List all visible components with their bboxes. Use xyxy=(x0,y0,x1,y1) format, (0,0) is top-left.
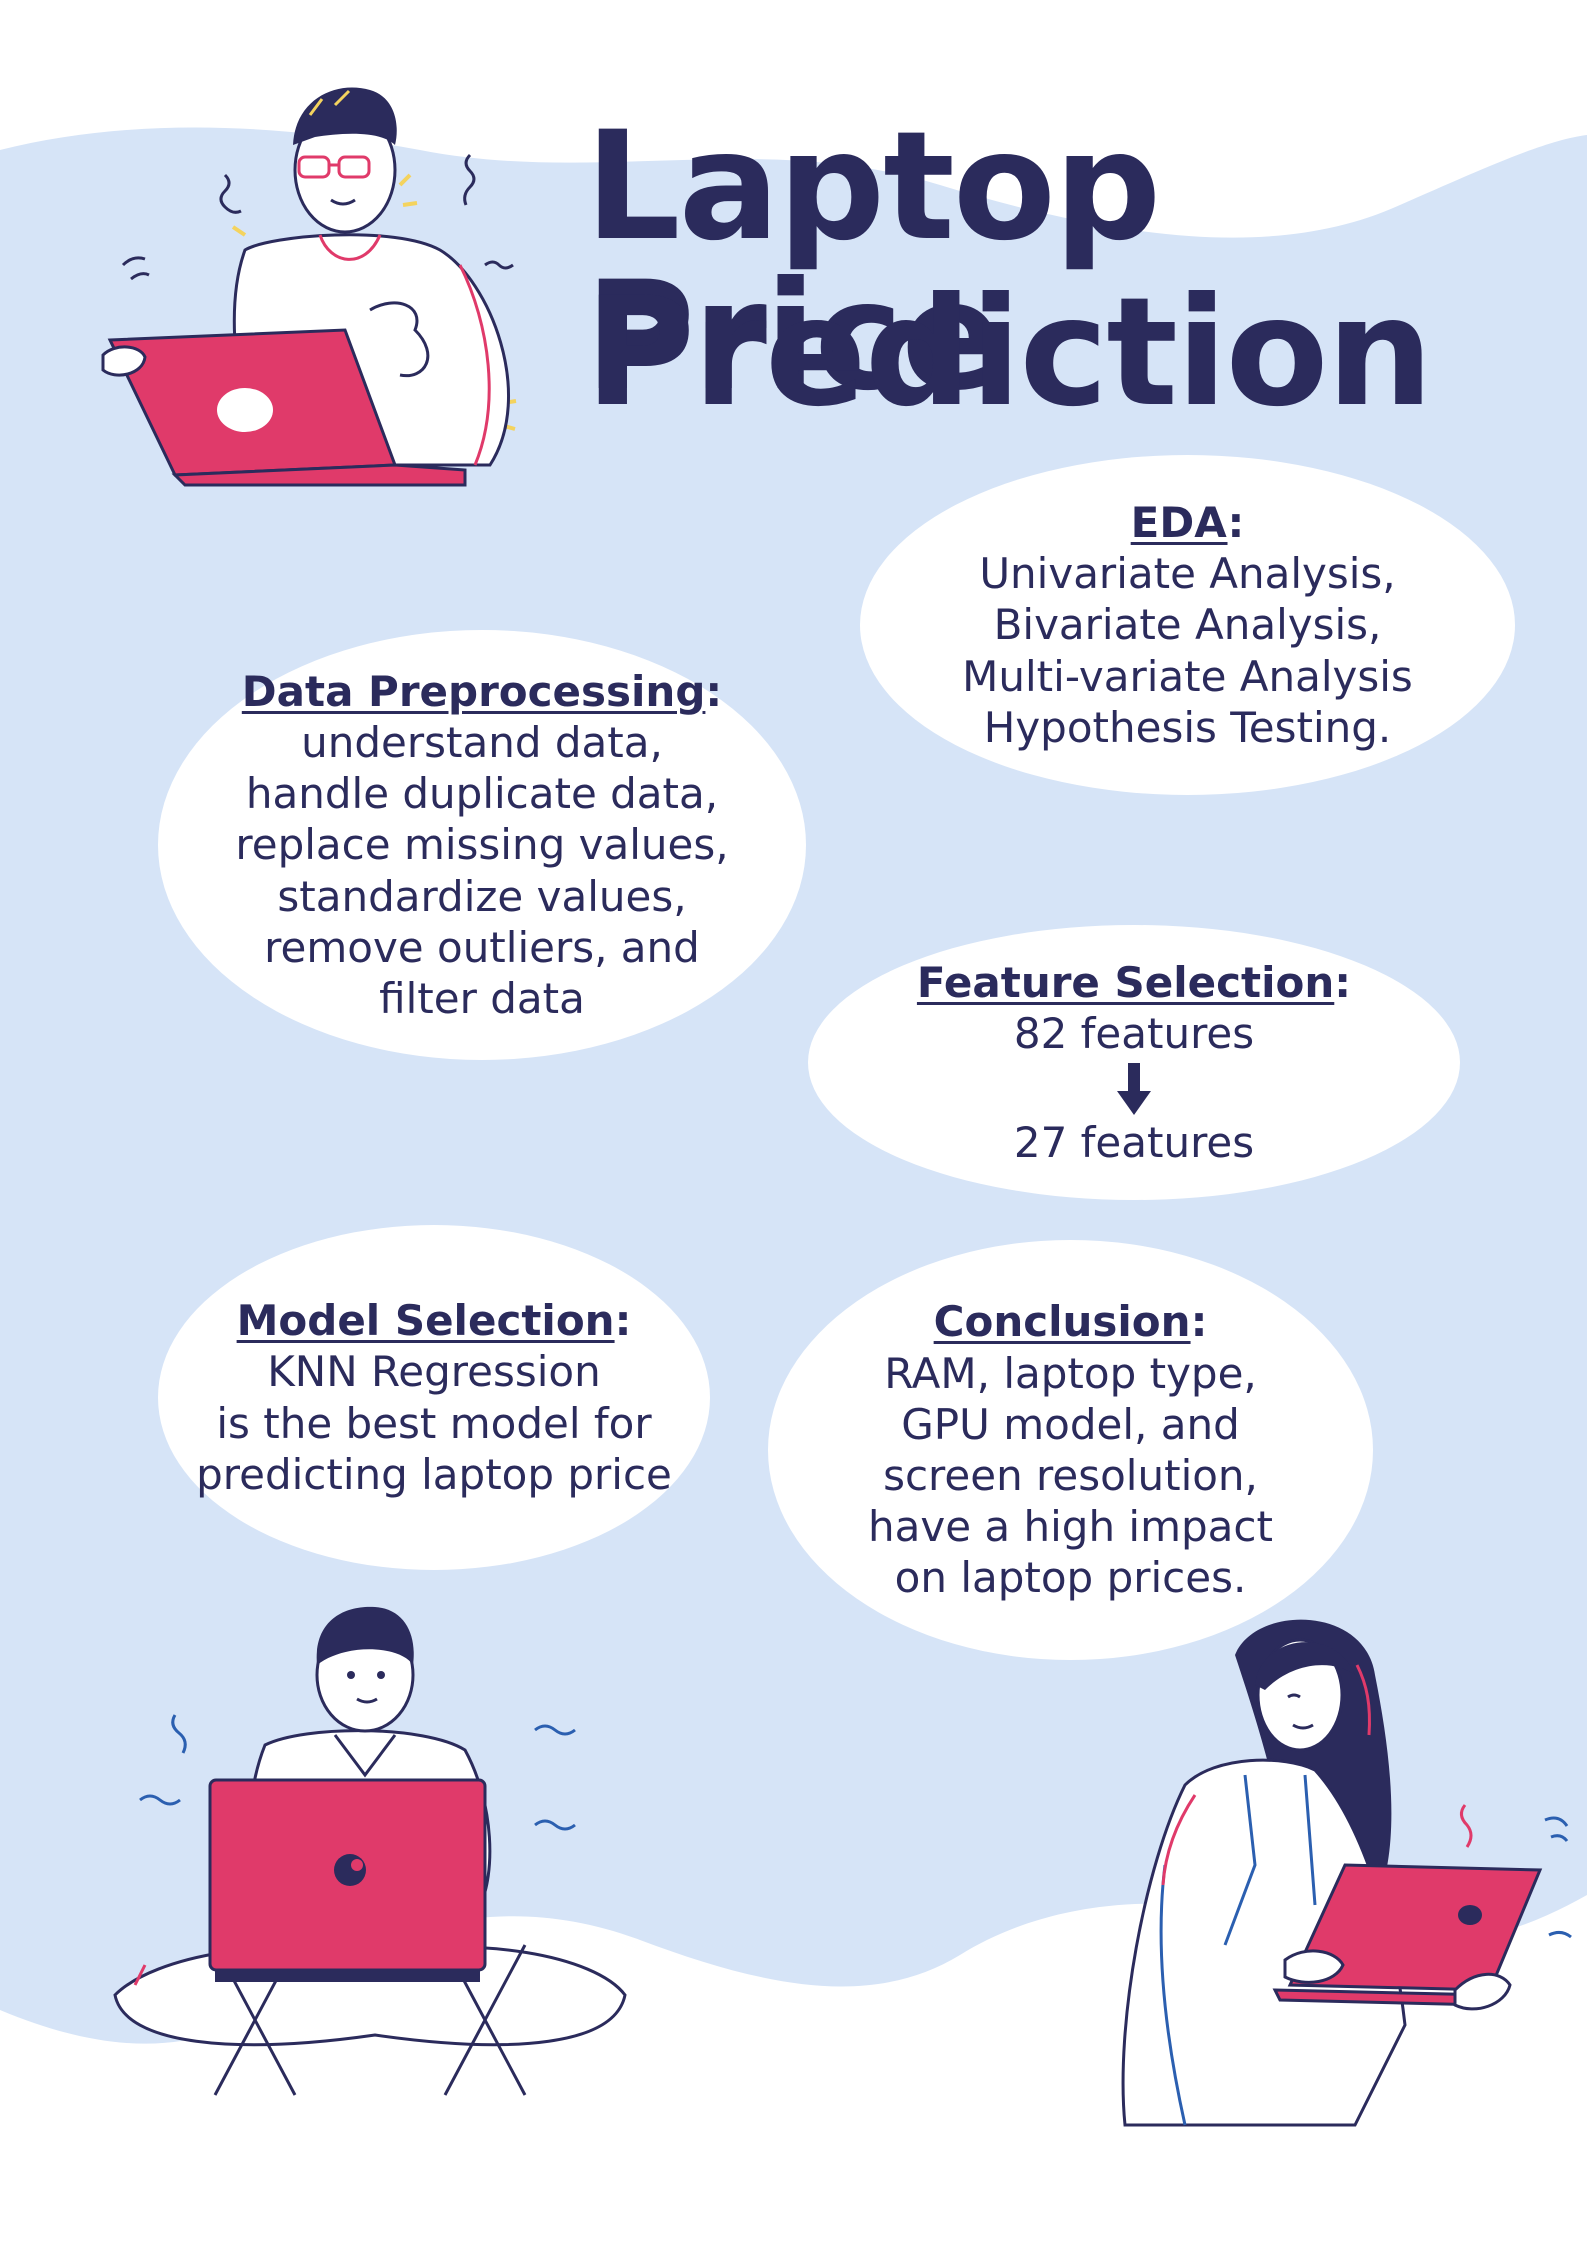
man-sitting-laptop-illustration xyxy=(113,1606,627,2096)
preprocessing-line: standardize values, xyxy=(277,871,687,921)
preprocessing-heading: Data Preprocessing: xyxy=(241,666,723,716)
features-after: 27 features xyxy=(1013,1118,1255,1168)
preprocessing-line: handle duplicate data, xyxy=(245,769,719,819)
conclusion-line: GPU model, and xyxy=(901,1399,1240,1449)
eda-heading: EDA: xyxy=(1130,497,1245,547)
woman-holding-laptop-illustration xyxy=(1121,1619,1572,2127)
preprocessing-bubble: Data Preprocessing: understand data, han… xyxy=(158,630,806,1060)
model-selection-line: predicting laptop price xyxy=(196,1449,672,1499)
model-selection-heading: Model Selection: xyxy=(236,1296,632,1346)
page-title-line-2: Prediction xyxy=(585,266,1433,440)
features-before: 82 features xyxy=(1013,1008,1255,1058)
preprocessing-line: understand data, xyxy=(301,717,663,767)
feature-selection-heading: Feature Selection: xyxy=(916,957,1352,1007)
conclusion-line: have a high impact xyxy=(868,1502,1273,1552)
preprocessing-line: replace missing values, xyxy=(235,820,729,870)
page-title-line-1: Laptop Price xyxy=(585,100,1161,424)
model-selection-line: KNN Regression xyxy=(267,1347,601,1397)
model-selection-line: is the best model for xyxy=(216,1398,652,1448)
eda-line: Bivariate Analysis, xyxy=(993,600,1382,650)
eda-line: Hypothesis Testing. xyxy=(983,702,1392,752)
arrow-down-icon xyxy=(1117,1063,1151,1116)
eda-line: Univariate Analysis, xyxy=(979,549,1396,599)
preprocessing-line: filter data xyxy=(379,974,585,1024)
conclusion-line: on laptop prices. xyxy=(894,1553,1247,1603)
man-with-glasses-laptop-illustration xyxy=(101,87,517,487)
feature-selection-bubble: Feature Selection: 82 features 27 featur… xyxy=(808,925,1460,1200)
eda-line: Multi-variate Analysis xyxy=(962,651,1413,701)
model-selection-bubble: Model Selection: KNN Regression is the b… xyxy=(158,1225,710,1570)
conclusion-line: RAM, laptop type, xyxy=(884,1348,1257,1398)
conclusion-heading: Conclusion: xyxy=(933,1297,1208,1347)
conclusion-line: screen resolution, xyxy=(883,1451,1258,1500)
eda-bubble: EDA: Univariate Analysis, Bivariate Anal… xyxy=(860,455,1515,795)
preprocessing-line: remove outliers, and xyxy=(264,922,700,972)
conclusion-bubble: Conclusion: RAM, laptop type, GPU model,… xyxy=(768,1240,1373,1660)
